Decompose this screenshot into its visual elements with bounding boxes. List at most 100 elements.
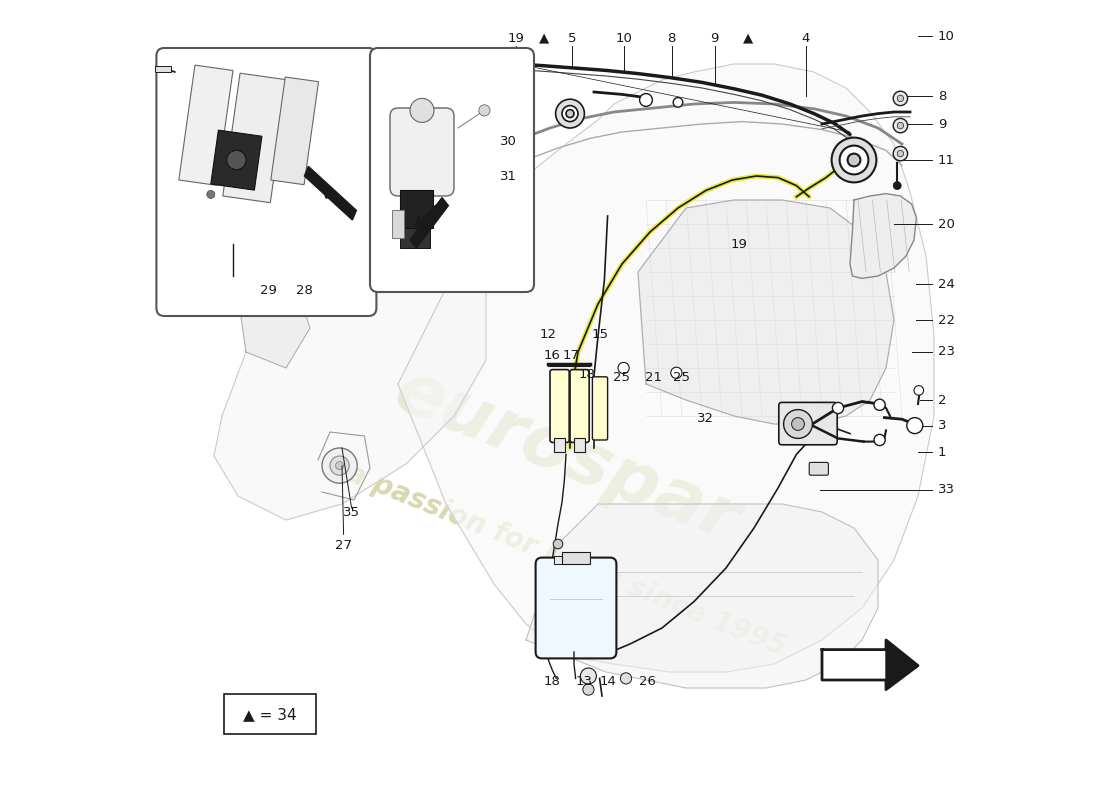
Text: 25: 25	[673, 371, 691, 384]
Text: 2: 2	[938, 394, 946, 406]
Text: 27: 27	[336, 539, 352, 552]
Circle shape	[227, 150, 246, 170]
Bar	[271, 77, 319, 185]
Text: 35: 35	[343, 506, 360, 518]
Text: 10: 10	[938, 30, 955, 42]
Circle shape	[330, 456, 349, 475]
Text: 23: 23	[938, 346, 955, 358]
Text: 24: 24	[938, 278, 955, 290]
FancyBboxPatch shape	[570, 370, 590, 442]
Circle shape	[898, 150, 903, 157]
Text: 14: 14	[600, 675, 616, 688]
Bar	[562, 552, 590, 564]
Circle shape	[639, 94, 652, 106]
FancyBboxPatch shape	[370, 48, 534, 292]
FancyBboxPatch shape	[390, 108, 454, 196]
Text: 8: 8	[938, 90, 946, 102]
Text: 22: 22	[938, 314, 955, 326]
Circle shape	[336, 462, 343, 470]
Text: 28: 28	[296, 284, 312, 297]
Text: 12: 12	[539, 328, 557, 341]
Text: 11: 11	[938, 154, 955, 166]
Circle shape	[848, 154, 860, 166]
Text: 25: 25	[614, 371, 630, 384]
Text: 5: 5	[569, 32, 576, 45]
Circle shape	[874, 399, 886, 410]
FancyBboxPatch shape	[536, 558, 616, 658]
FancyBboxPatch shape	[550, 370, 569, 442]
Circle shape	[620, 673, 631, 684]
Text: 19: 19	[730, 238, 747, 250]
Bar	[554, 556, 563, 564]
Text: ▲ = 34: ▲ = 34	[243, 707, 297, 722]
Text: 30: 30	[499, 135, 517, 148]
Circle shape	[553, 539, 563, 549]
Polygon shape	[398, 64, 934, 672]
Circle shape	[898, 95, 903, 102]
Circle shape	[898, 122, 903, 129]
Text: 32: 32	[696, 412, 714, 425]
Text: 19: 19	[508, 32, 525, 45]
Circle shape	[832, 138, 877, 182]
Text: 20: 20	[938, 218, 955, 230]
Polygon shape	[886, 640, 918, 690]
Circle shape	[893, 91, 907, 106]
Text: 15: 15	[592, 328, 609, 341]
Circle shape	[874, 434, 886, 446]
Polygon shape	[214, 208, 486, 520]
Bar	[223, 74, 287, 202]
FancyBboxPatch shape	[810, 462, 828, 475]
Text: 13: 13	[576, 675, 593, 688]
Circle shape	[914, 386, 924, 395]
Text: ▲: ▲	[744, 32, 754, 45]
Circle shape	[893, 118, 907, 133]
Bar	[392, 210, 404, 238]
Text: 17: 17	[562, 350, 580, 362]
Circle shape	[583, 684, 594, 695]
Text: a passion for parts since 1995: a passion for parts since 1995	[342, 458, 790, 662]
Polygon shape	[822, 640, 918, 690]
Polygon shape	[410, 198, 449, 248]
FancyBboxPatch shape	[779, 402, 837, 445]
Circle shape	[581, 668, 596, 684]
Circle shape	[893, 146, 907, 161]
Text: 31: 31	[499, 170, 517, 182]
FancyBboxPatch shape	[156, 48, 376, 316]
Bar	[211, 130, 262, 190]
Text: 18: 18	[579, 368, 595, 381]
Circle shape	[673, 98, 683, 107]
Circle shape	[839, 146, 868, 174]
Text: 10: 10	[615, 32, 632, 45]
Text: 18: 18	[543, 675, 560, 688]
Circle shape	[562, 106, 578, 122]
Bar	[399, 228, 430, 248]
Circle shape	[556, 99, 584, 128]
Bar	[399, 190, 433, 228]
Circle shape	[792, 418, 804, 430]
Text: 33: 33	[938, 483, 955, 496]
Text: 1: 1	[938, 446, 946, 458]
Text: eurospar: eurospar	[384, 356, 748, 556]
Circle shape	[833, 402, 844, 414]
Polygon shape	[850, 194, 916, 278]
Polygon shape	[238, 264, 310, 368]
Circle shape	[410, 98, 435, 122]
Text: 21: 21	[646, 371, 662, 384]
Bar	[223, 694, 316, 734]
Bar	[179, 65, 233, 186]
Circle shape	[906, 418, 923, 434]
Bar	[554, 438, 565, 452]
Text: 8: 8	[668, 32, 675, 45]
Text: 9: 9	[938, 118, 946, 130]
FancyBboxPatch shape	[593, 377, 607, 440]
Text: ▲: ▲	[539, 32, 549, 45]
Text: 29: 29	[260, 284, 277, 297]
Polygon shape	[638, 200, 894, 424]
Circle shape	[783, 410, 813, 438]
Text: 3: 3	[938, 419, 946, 432]
Circle shape	[478, 105, 490, 116]
Text: 9: 9	[711, 32, 719, 45]
Text: 26: 26	[639, 675, 656, 688]
Polygon shape	[526, 504, 878, 688]
Circle shape	[893, 182, 901, 190]
